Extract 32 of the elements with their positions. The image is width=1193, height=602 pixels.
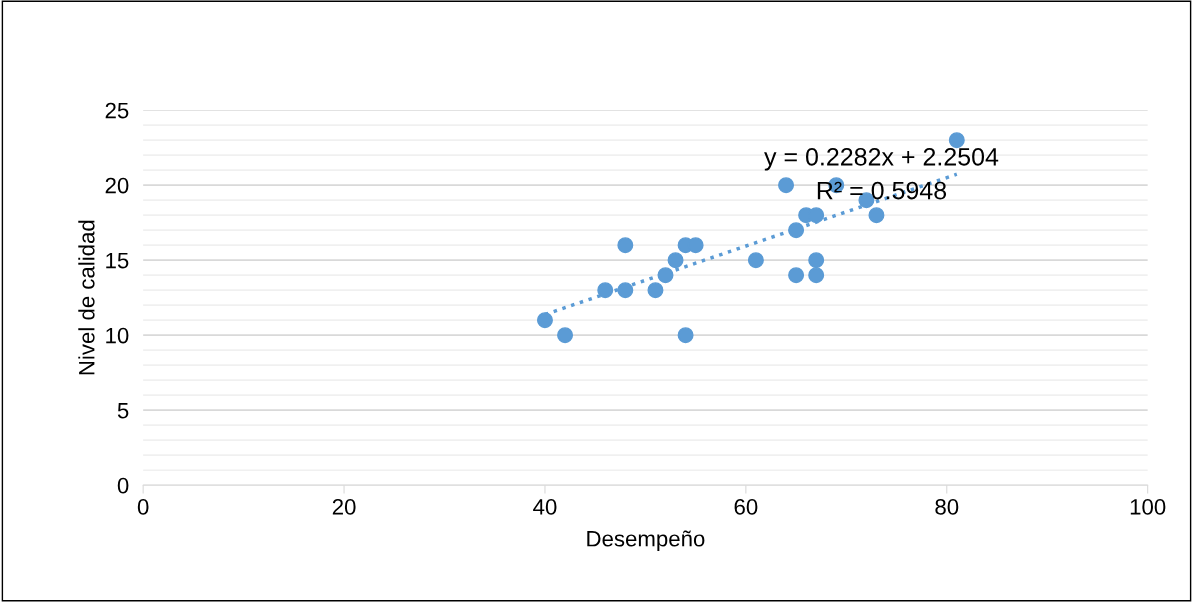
point — [778, 177, 795, 194]
x-tick-label: 100 — [1130, 498, 1166, 515]
annotation: y = 0.2282x + 2.2504 — [764, 147, 999, 171]
point — [788, 267, 805, 284]
point — [557, 327, 574, 344]
y-tick-label: 0 — [117, 477, 129, 494]
point — [948, 132, 965, 149]
point — [747, 252, 764, 269]
x-tick-label: 40 — [533, 498, 557, 515]
point — [647, 282, 664, 299]
point — [808, 252, 825, 269]
point — [677, 327, 694, 344]
point — [868, 207, 885, 224]
point — [667, 252, 684, 269]
x-tick-label: 80 — [935, 498, 959, 515]
x-axis-title: Desempeño — [587, 530, 705, 551]
point — [808, 267, 825, 284]
y-tick-label: 25 — [105, 102, 129, 119]
point — [657, 267, 674, 284]
y-tick-label: 20 — [105, 177, 129, 194]
x-tick-label: 0 — [137, 498, 149, 515]
point — [788, 222, 805, 239]
point — [617, 282, 634, 299]
y-tick-label: 5 — [117, 402, 129, 419]
y-tick-label: 10 — [106, 327, 129, 344]
point — [617, 237, 634, 254]
x-tick-label: 60 — [734, 498, 758, 515]
y-tick-label: 15 — [106, 252, 129, 269]
point — [536, 312, 553, 329]
x-tick-label: 20 — [332, 498, 356, 515]
y-axis-title: Nivel de calidad — [78, 220, 95, 375]
point — [597, 282, 614, 299]
